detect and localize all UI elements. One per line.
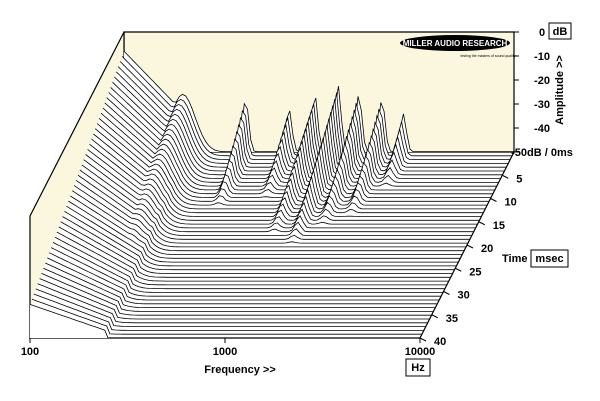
- amplitude-tick-label: 0: [539, 27, 545, 39]
- time-tick: [455, 267, 462, 272]
- slice-line: [93, 133, 484, 214]
- db-unit-box: [548, 22, 572, 40]
- slice-line: [89, 143, 480, 221]
- slice-line: [54, 236, 445, 290]
- slice-line: [37, 283, 428, 324]
- slice-line: [31, 298, 422, 335]
- time-tick: [490, 198, 497, 202]
- slice-line: [75, 180, 466, 248]
- slice-line: [87, 149, 478, 225]
- slice-line: [114, 76, 505, 172]
- brand-logo-tagline: testing the masters of sound quality: [460, 54, 515, 58]
- msec-unit-box: [530, 249, 569, 268]
- slice-line: [71, 190, 463, 255]
- amplitude-tick-label: -30: [534, 99, 550, 111]
- brand-logo: MILLER AUDIO RESEARCH testing the master…: [400, 35, 516, 58]
- time-axis-title: Time: [502, 253, 527, 265]
- amplitude-tick-label: -10: [534, 51, 550, 63]
- slice-line: [110, 87, 501, 180]
- amplitude-tick-label: -40: [534, 123, 550, 135]
- slice-line: [112, 81, 503, 176]
- slice-line: [79, 169, 470, 240]
- slice-fill: [30, 304, 420, 338]
- slice-line: [85, 154, 476, 229]
- slice-line: [91, 138, 482, 217]
- slice-line: [41, 273, 432, 316]
- time-tick: [419, 337, 427, 342]
- time-tick-label: 30: [458, 290, 470, 302]
- time-tick: [431, 314, 438, 319]
- slice-line: [123, 50, 514, 153]
- slice-line: [39, 278, 430, 320]
- slice-line: [70, 195, 461, 259]
- brand-logo-text: MILLER AUDIO RESEARCH: [403, 39, 508, 48]
- slice-line: [106, 97, 497, 187]
- hz-unit-box: [405, 358, 431, 377]
- slices-group: [29, 50, 514, 339]
- time-tick-label: 20: [481, 243, 493, 255]
- frequency-tick-label: 10000: [405, 346, 436, 358]
- slice-line: [94, 128, 486, 210]
- time-tick-label: 10: [505, 197, 517, 209]
- msec-unit-label: msec: [535, 253, 563, 265]
- time-tick-label: 25: [469, 266, 481, 278]
- slice-line: [98, 118, 490, 202]
- frequency-tick-label: 100: [21, 346, 39, 358]
- slice-line: [102, 107, 493, 195]
- slice-line: [49, 252, 440, 301]
- time-tick: [466, 244, 474, 249]
- slice-line: [58, 226, 449, 282]
- slice-line: [62, 216, 453, 274]
- slice-line: [60, 221, 451, 278]
- slice-line: [121, 56, 513, 157]
- hz-unit-label: Hz: [411, 362, 425, 374]
- slice-line: [108, 92, 499, 183]
- time-tick: [478, 221, 485, 226]
- frequency-tick-label: 1000: [213, 346, 237, 358]
- time-tick-label: 40: [434, 336, 446, 348]
- slice-line: [45, 262, 436, 308]
- slice-line: [104, 102, 495, 191]
- slice-line: [64, 211, 455, 271]
- slice-line: [43, 267, 434, 312]
- slice-line: [56, 231, 447, 286]
- amplitude-tick-label: -50dB / 0ms: [511, 147, 573, 159]
- slice-line: [35, 288, 426, 327]
- db-unit-label: dB: [553, 26, 568, 38]
- slice-line: [100, 112, 491, 198]
- slice-line: [50, 247, 442, 297]
- ticks-group: 0-10-20-30-40-50dB / 0ms5101520253035401…: [21, 27, 573, 358]
- slice-line: [66, 205, 457, 267]
- amplitude-axis-title: Amplitude >>: [554, 55, 566, 125]
- slice-line: [83, 159, 474, 233]
- slice-line: [77, 174, 468, 244]
- slice-line: [47, 257, 438, 305]
- slice-line: [96, 123, 488, 206]
- amplitude-tick-label: -20: [534, 75, 550, 87]
- slice-line: [119, 61, 511, 161]
- time-tick-label: 35: [446, 313, 458, 325]
- time-tick: [502, 174, 509, 179]
- slice-line: [33, 293, 424, 331]
- slice-line: [68, 200, 459, 263]
- time-tick-label: 15: [493, 220, 505, 232]
- frequency-axis-title: Frequency >>: [204, 364, 276, 376]
- slice-line: [117, 66, 509, 164]
- time-tick: [443, 291, 450, 295]
- slice-line: [52, 242, 443, 293]
- time-tick-label: 5: [516, 173, 522, 185]
- slice-line: [73, 185, 465, 252]
- slice-line: [116, 71, 507, 168]
- slice-line: [81, 164, 472, 236]
